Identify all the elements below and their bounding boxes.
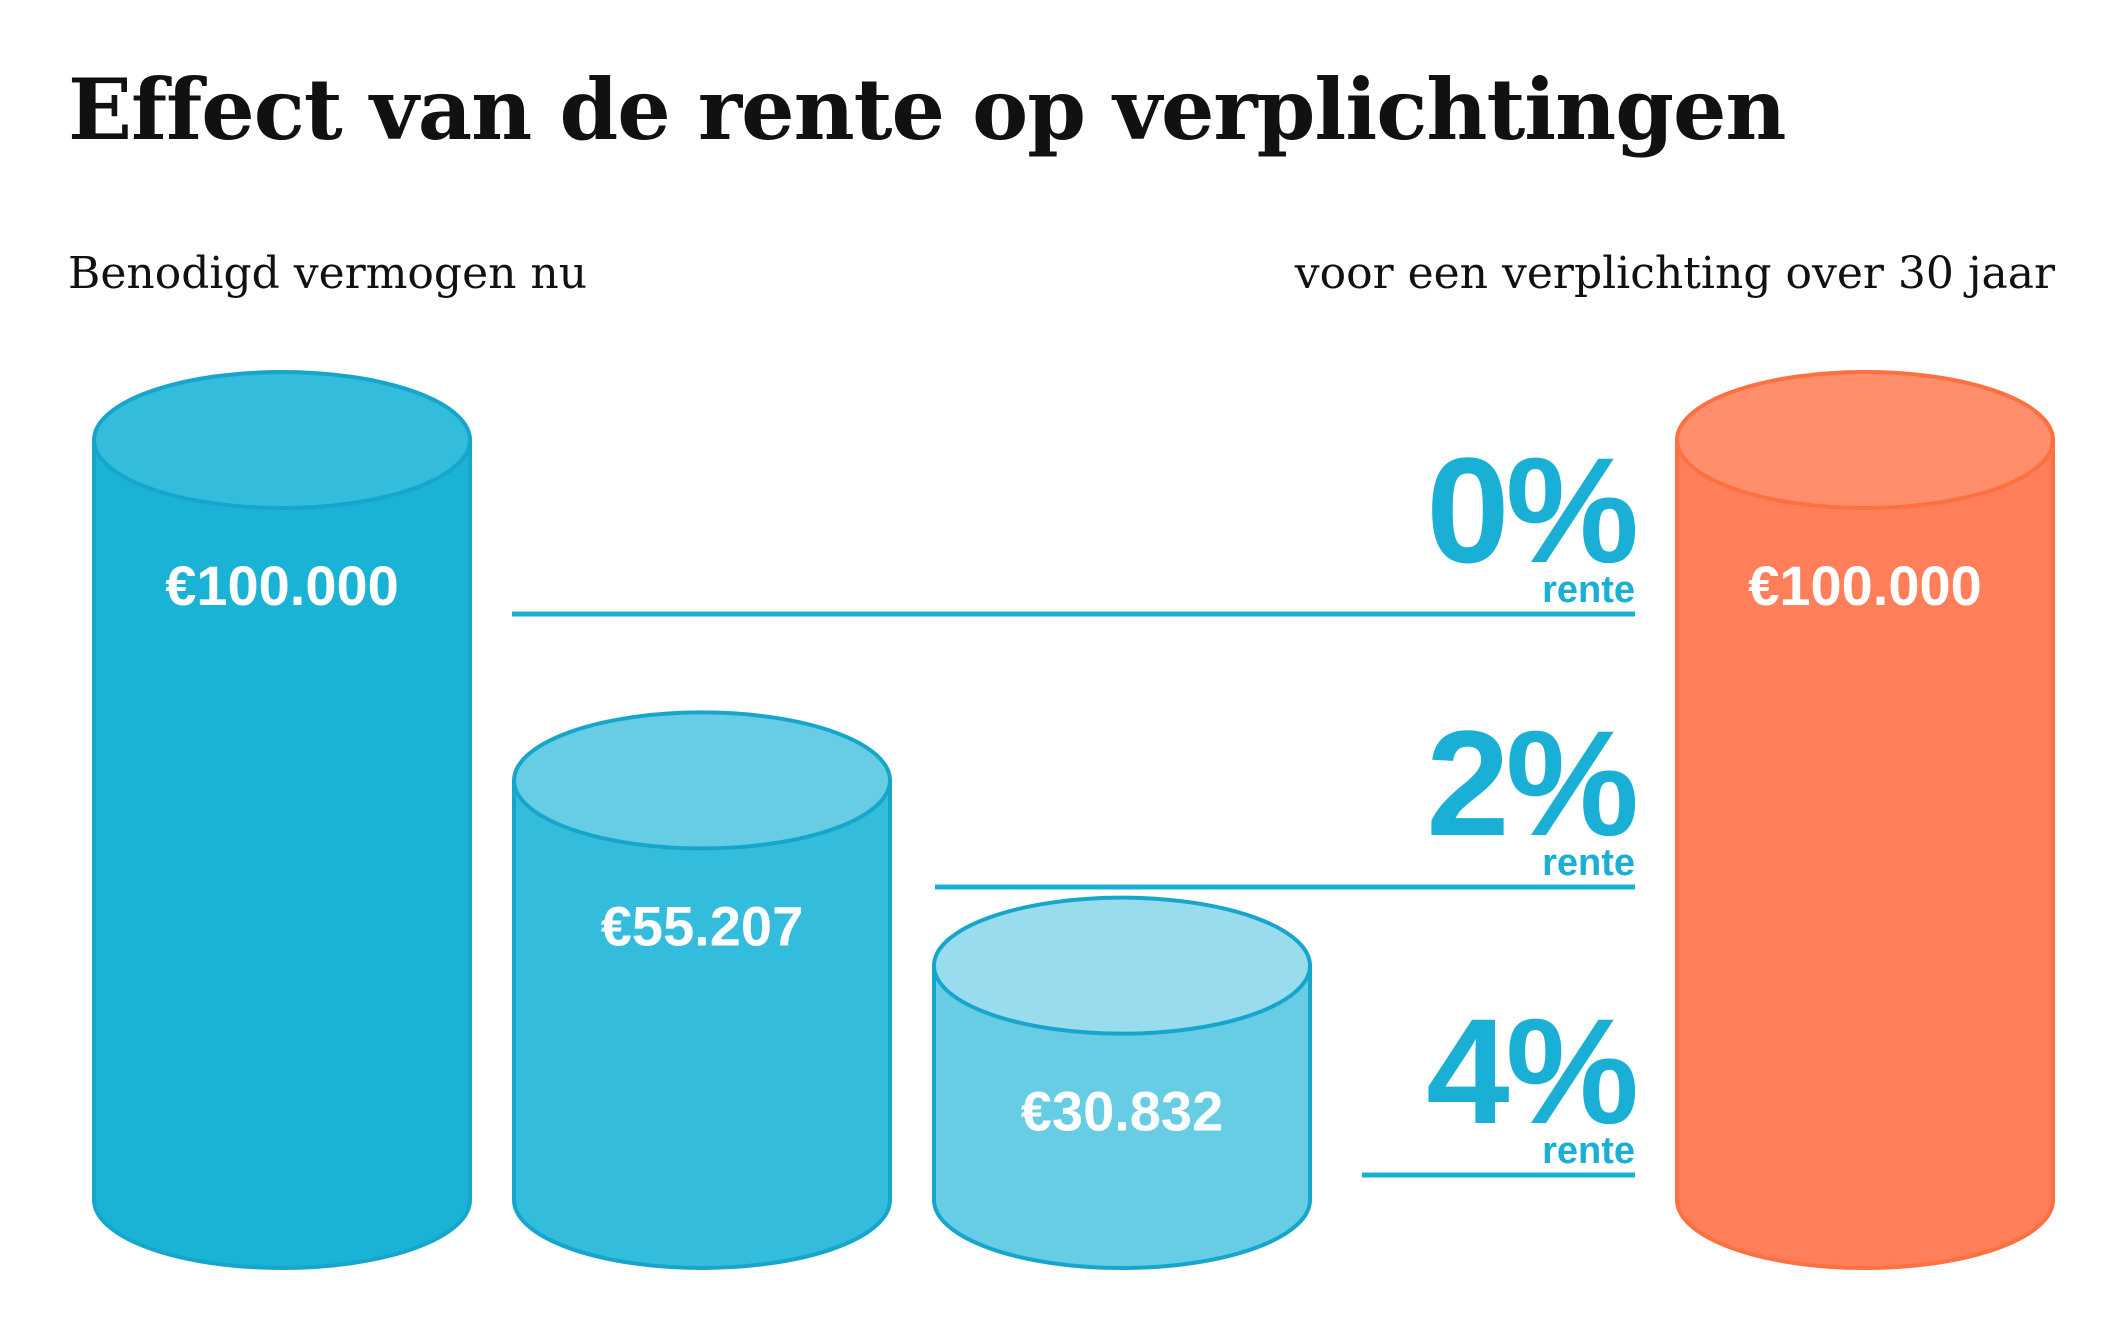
value-label: €100.000 bbox=[165, 554, 399, 617]
bar-future-body bbox=[1675, 438, 2055, 1270]
rate-value: 0% bbox=[1426, 426, 1635, 594]
bar-future-top bbox=[1675, 370, 2055, 510]
future-value-label: €100.000 bbox=[1748, 554, 1982, 617]
bar-present-2-top bbox=[932, 895, 1312, 1036]
rate-value: 2% bbox=[1426, 699, 1635, 867]
rate-label: rente bbox=[1542, 1130, 1635, 1172]
subtitle-present-value: Benodigd vermogen nu bbox=[68, 248, 588, 299]
bar-present-0-body bbox=[92, 438, 472, 1270]
value-label: €55.207 bbox=[601, 894, 803, 957]
bar-present-1-body bbox=[512, 778, 892, 1270]
bar-present-0-top bbox=[92, 370, 472, 510]
rate-value: 4% bbox=[1426, 987, 1635, 1155]
bar-present-2-body bbox=[932, 963, 1312, 1270]
rate-label: rente bbox=[1542, 842, 1635, 884]
chart-title: Effect van de rente op verplichtingen bbox=[68, 60, 1786, 159]
bar-present-1-top bbox=[512, 710, 892, 851]
rate-label: rente bbox=[1542, 569, 1635, 611]
value-label: €30.832 bbox=[1021, 1080, 1223, 1143]
subtitle-horizon: voor een verplichting over 30 jaar bbox=[1294, 248, 2055, 299]
